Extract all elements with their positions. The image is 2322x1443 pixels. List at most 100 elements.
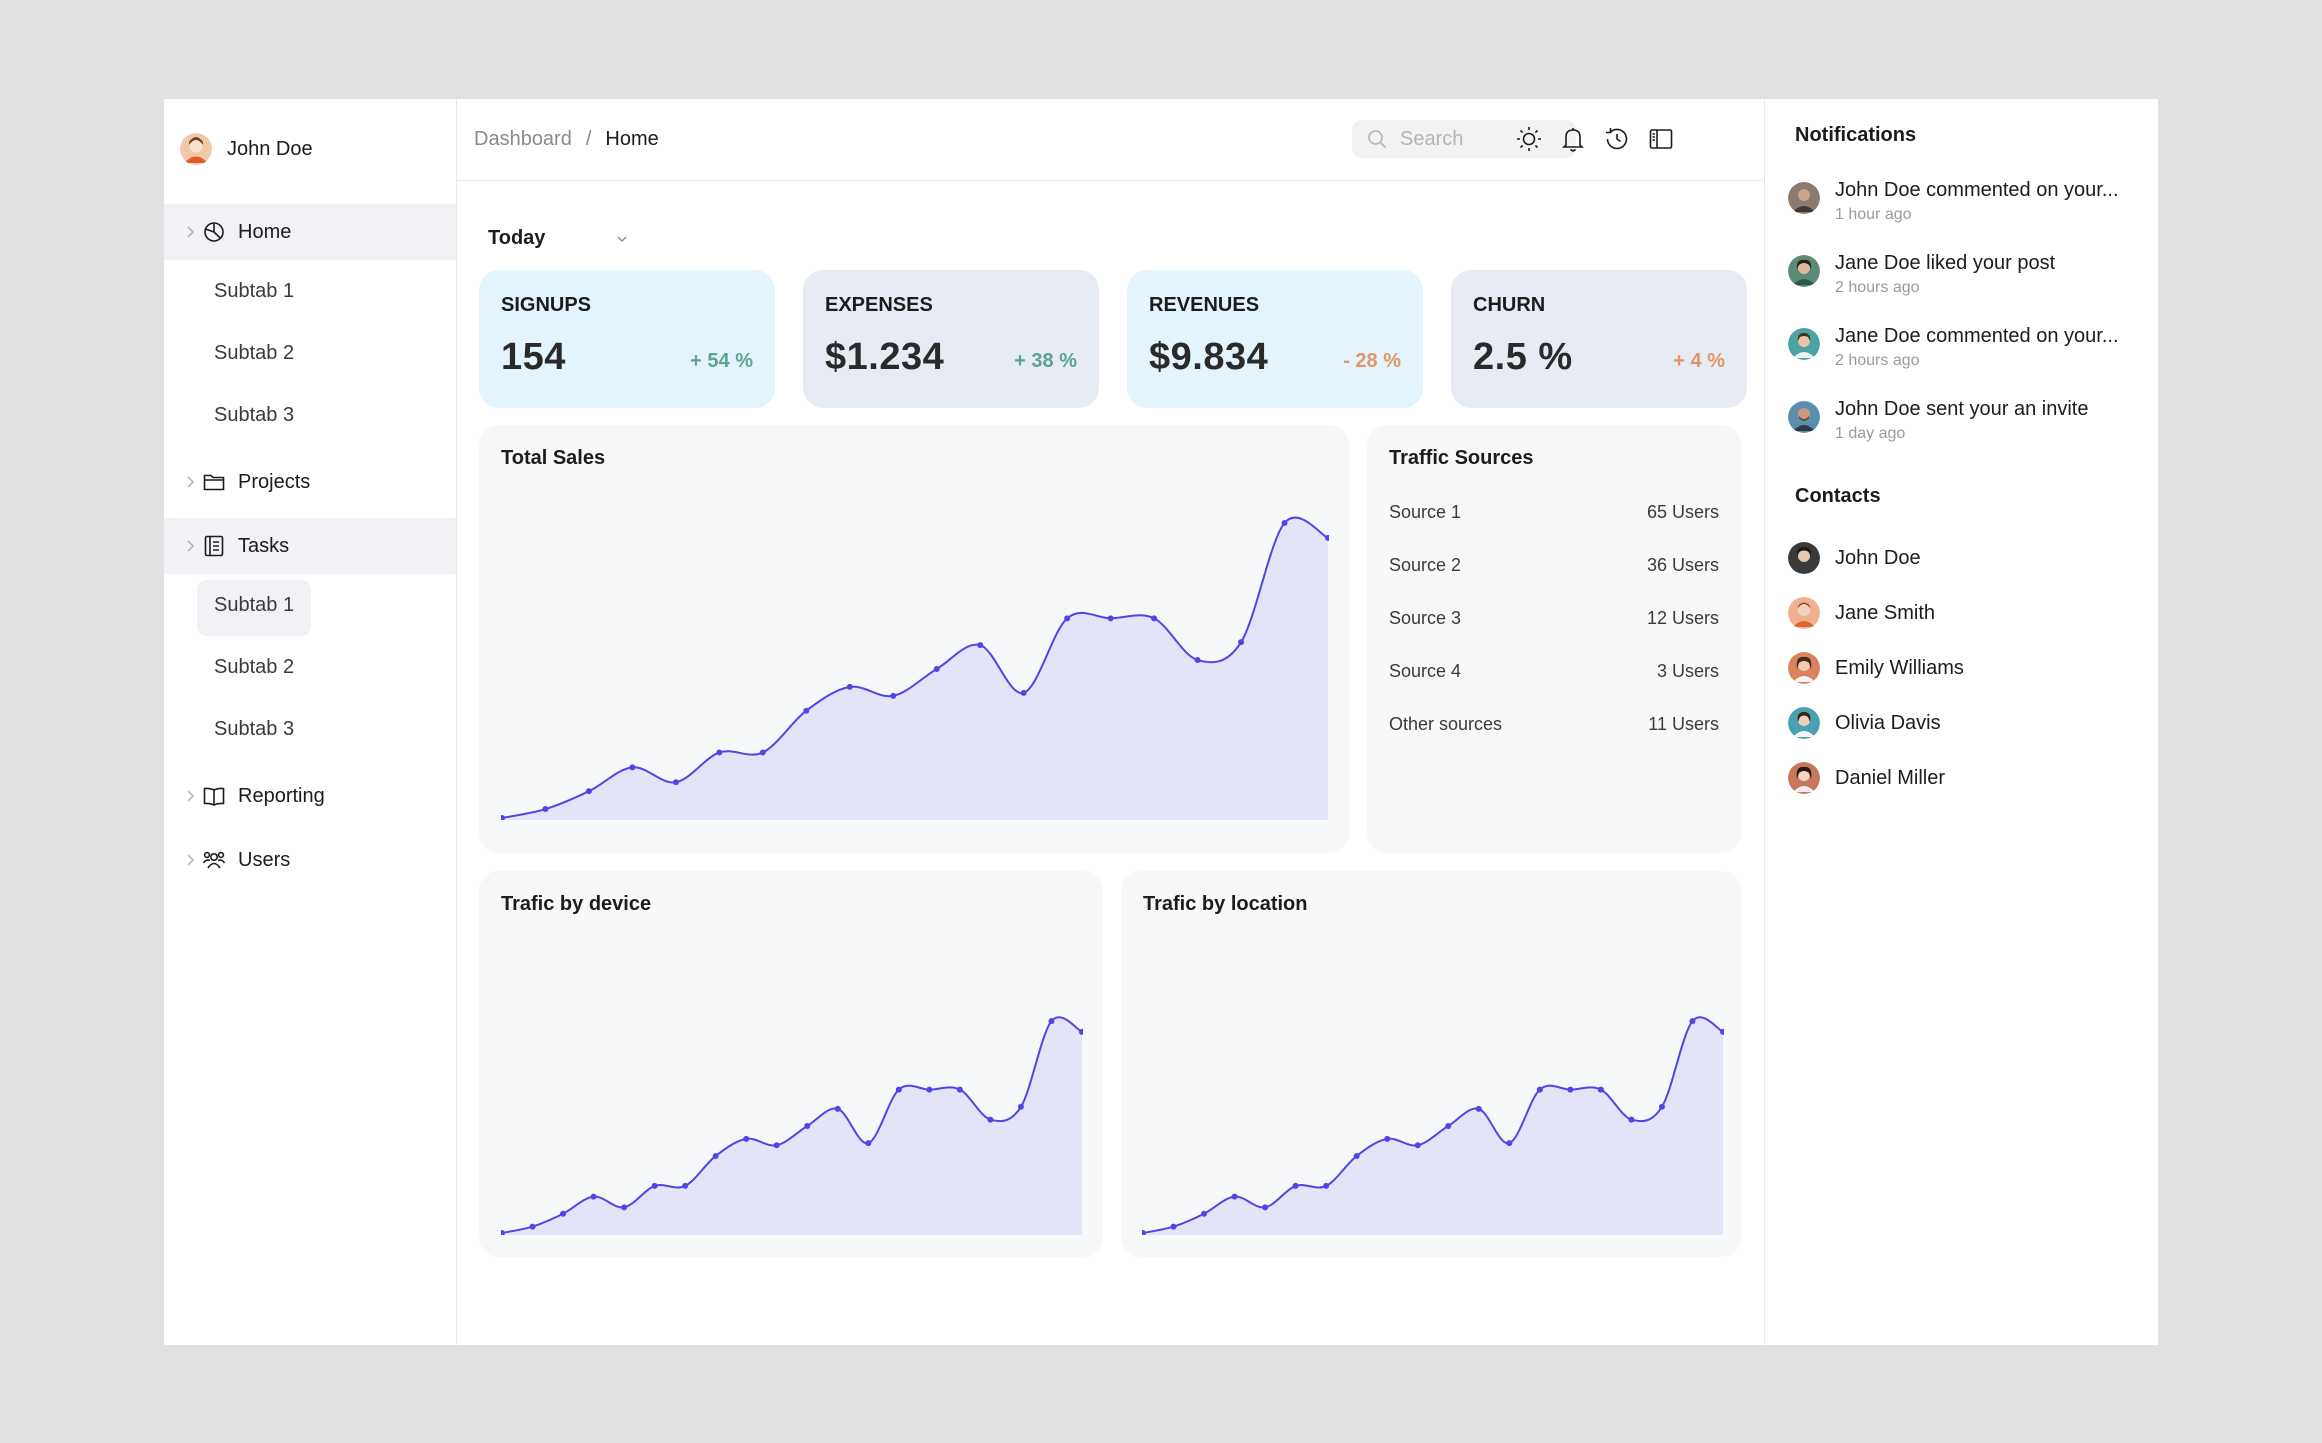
breadcrumb-parent[interactable]: Dashboard (474, 128, 572, 150)
chart-point[interactable] (890, 692, 897, 699)
sidebar-toggle-icon[interactable] (1646, 124, 1676, 154)
chart-point[interactable] (590, 1193, 597, 1200)
sidebar-subitem-active[interactable]: Subtab 1 (164, 574, 456, 636)
chart-point[interactable] (1536, 1086, 1543, 1093)
period-dropdown[interactable]: Today (488, 223, 627, 253)
user-profile[interactable]: John Doe (180, 133, 313, 165)
chart-point[interactable] (1170, 1223, 1177, 1230)
chart-point[interactable] (1325, 534, 1329, 541)
chart-point[interactable] (1323, 1182, 1330, 1189)
chart-point[interactable] (1238, 639, 1245, 646)
chart-point[interactable] (1020, 689, 1027, 696)
sidebar-subitem[interactable]: Subtab 3 (164, 384, 456, 446)
contact-item[interactable]: Jane Smith (1788, 597, 1935, 629)
chart-point[interactable] (529, 1223, 536, 1230)
source-name: Source 1 (1389, 502, 1462, 522)
sidebar-item-tasks[interactable]: Tasks (164, 518, 456, 574)
folder-icon (203, 474, 225, 491)
chart-point[interactable] (501, 1230, 505, 1235)
stat-value: 154 (501, 336, 566, 378)
subtab-label: Subtab 1 (214, 594, 295, 616)
chart-point[interactable] (1151, 615, 1158, 622)
chart-point[interactable] (651, 1182, 658, 1189)
chart-point[interactable] (933, 666, 940, 672)
chart-point[interactable] (712, 1152, 719, 1159)
chart-point[interactable] (987, 1116, 994, 1123)
chart-point[interactable] (1292, 1182, 1299, 1189)
chart-point[interactable] (1414, 1142, 1421, 1149)
chart-point[interactable] (629, 764, 636, 771)
chart-point[interactable] (716, 749, 723, 756)
contact-item[interactable]: Daniel Miller (1788, 762, 1945, 794)
chart-point[interactable] (1048, 1018, 1055, 1025)
contact-item[interactable]: Emily Williams (1788, 652, 1964, 684)
search-input[interactable] (1400, 126, 1565, 152)
chevron-right-icon (187, 226, 195, 238)
chart-point[interactable] (1231, 1193, 1238, 1200)
chart-point[interactable] (759, 749, 766, 756)
sidebar-item-users[interactable]: Users (164, 832, 456, 888)
chart-point[interactable] (773, 1142, 780, 1149)
chart-point[interactable] (803, 707, 810, 714)
chart-point[interactable] (542, 806, 549, 813)
chart-point[interactable] (1475, 1105, 1482, 1112)
stat-title: REVENUES (1149, 294, 1260, 316)
chart-point[interactable] (672, 779, 679, 786)
chart-point[interactable] (1262, 1204, 1269, 1211)
chart-point[interactable] (926, 1086, 933, 1093)
chart-point[interactable] (1201, 1210, 1208, 1217)
chart-point[interactable] (1353, 1152, 1360, 1159)
sidebar-subitem[interactable]: Subtab 2 (164, 636, 456, 698)
chart-point[interactable] (1506, 1140, 1513, 1147)
sidebar-item-home[interactable]: Home (164, 204, 456, 260)
contact-item[interactable]: Olivia Davis (1788, 707, 1941, 739)
chart-point[interactable] (743, 1135, 750, 1142)
chart-point[interactable] (804, 1123, 811, 1129)
history-icon[interactable] (1602, 124, 1632, 154)
chart-point[interactable] (501, 815, 505, 820)
chart-point[interactable] (1142, 1230, 1146, 1235)
chart-point[interactable] (560, 1210, 567, 1217)
chart-point[interactable] (1194, 657, 1201, 664)
sidebar-item-projects[interactable]: Projects (164, 454, 456, 510)
notification-item[interactable]: Jane Doe liked your post 2 hours ago (1788, 252, 2148, 305)
chart-point[interactable] (846, 683, 853, 690)
chart-point[interactable] (834, 1105, 841, 1112)
notification-text: Jane Doe commented on your... (1835, 325, 2119, 347)
chart-point[interactable] (956, 1086, 963, 1093)
chart-point[interactable] (977, 642, 984, 649)
chart-point[interactable] (1107, 615, 1114, 622)
chart-point[interactable] (1628, 1116, 1635, 1123)
chart-point[interactable] (1567, 1086, 1574, 1093)
notification-item[interactable]: John Doe commented on your... 1 hour ago (1788, 179, 2148, 232)
chart-point[interactable] (1064, 615, 1071, 622)
chart-point[interactable] (1079, 1028, 1083, 1035)
notification-item[interactable]: John Doe sent your an invite 1 day ago (1788, 398, 2148, 451)
chart-point[interactable] (1017, 1103, 1024, 1110)
chart-point[interactable] (1445, 1123, 1452, 1129)
notification-item[interactable]: Jane Doe commented on your... 2 hours ag… (1788, 325, 2148, 378)
avatar (1788, 762, 1820, 794)
chart-point[interactable] (621, 1204, 628, 1211)
sidebar-subitem[interactable]: Subtab 3 (164, 698, 456, 760)
chart-point[interactable] (1720, 1028, 1724, 1035)
notifications-title: Notifications (1795, 124, 1917, 146)
chevron-right-icon (187, 540, 195, 552)
sidebar-subitem[interactable]: Subtab 2 (164, 322, 456, 384)
contact-item[interactable]: John Doe (1788, 542, 1921, 574)
chart-point[interactable] (1658, 1103, 1665, 1110)
sidebar-subitem[interactable]: Subtab 1 (164, 260, 456, 322)
chart-point[interactable] (1597, 1086, 1604, 1093)
chart-point[interactable] (585, 788, 592, 795)
traffic-source-row: Source 3 12 Users (1389, 608, 1719, 632)
sun-icon[interactable] (1514, 124, 1544, 154)
chart-point[interactable] (682, 1182, 689, 1189)
chart-point[interactable] (1689, 1018, 1696, 1025)
chart-point[interactable] (1281, 519, 1288, 526)
sidebar-item-reporting[interactable]: Reporting (164, 768, 456, 824)
stat-value: $9.834 (1149, 336, 1269, 378)
chart-point[interactable] (895, 1086, 902, 1093)
chart-point[interactable] (865, 1140, 872, 1147)
chart-point[interactable] (1384, 1135, 1391, 1142)
bell-icon[interactable] (1558, 124, 1588, 154)
